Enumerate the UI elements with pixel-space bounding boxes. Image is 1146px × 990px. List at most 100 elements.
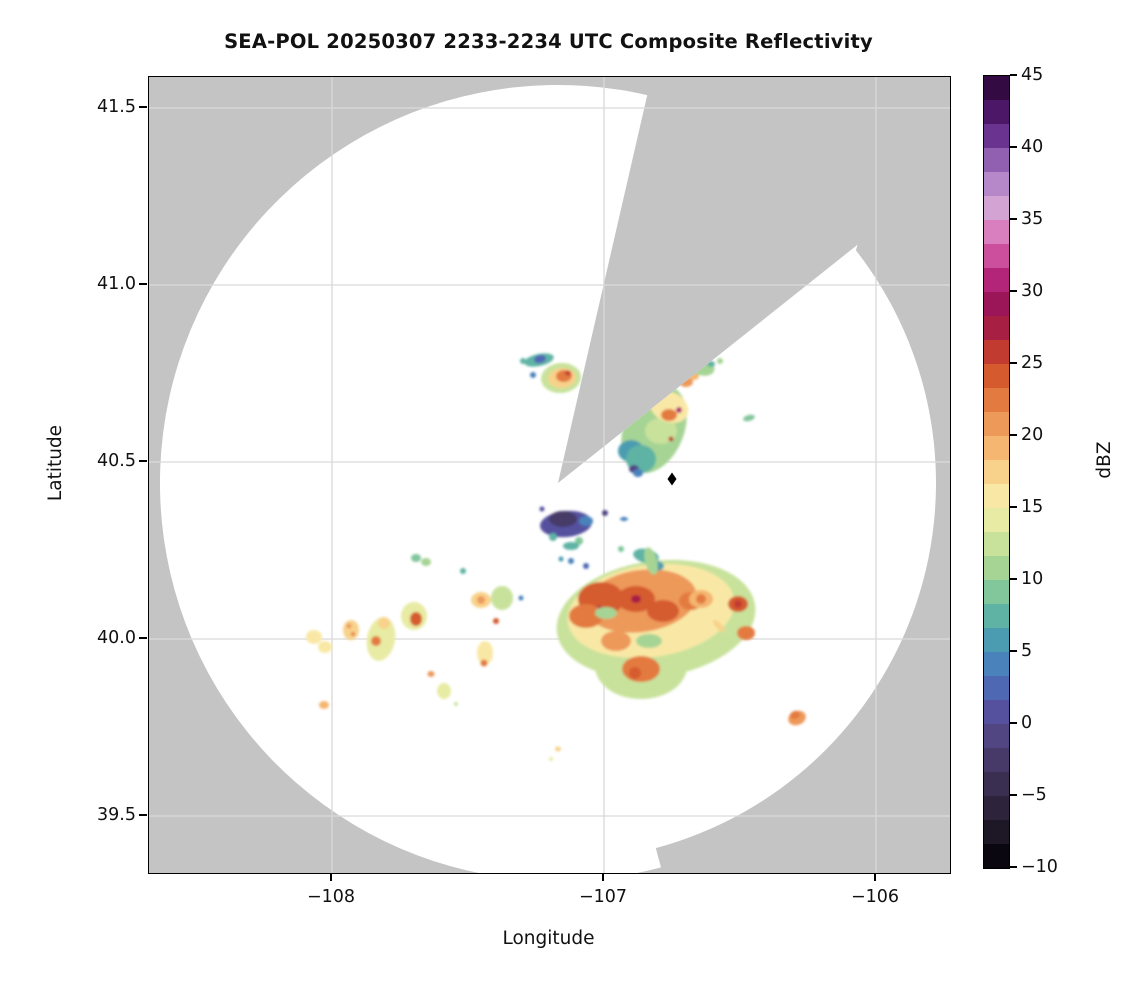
colorbar-segment xyxy=(984,580,1009,604)
reflectivity-blob xyxy=(306,630,322,644)
y-tick-mark xyxy=(139,637,147,639)
colorbar-segment xyxy=(984,700,1009,724)
colorbar-segment xyxy=(984,460,1009,484)
colorbar-segment xyxy=(984,388,1009,412)
y-tick-label: 39.5 xyxy=(97,805,136,825)
reflectivity-blob xyxy=(427,671,435,677)
reflectivity-blob xyxy=(555,746,561,752)
reflectivity-blob xyxy=(687,356,715,376)
colorbar-tick-label: 20 xyxy=(1021,425,1044,445)
colorbar-segment xyxy=(984,604,1009,628)
colorbar-tick-label: 5 xyxy=(1021,641,1033,661)
colorbar-segment xyxy=(984,340,1009,364)
reflectivity-blob xyxy=(530,372,536,378)
colorbar-tick-label: 25 xyxy=(1021,353,1044,373)
reflectivity-blob xyxy=(520,358,526,364)
colorbar-segment xyxy=(984,316,1009,340)
x-axis-label: Longitude xyxy=(502,928,595,949)
colorbar-segment xyxy=(984,532,1009,556)
colorbar-segment xyxy=(984,436,1009,460)
colorbar-segment xyxy=(984,796,1009,820)
colorbar-tick-label: 10 xyxy=(1021,569,1044,589)
reflectivity-blob xyxy=(661,409,677,421)
colorbar-segment xyxy=(984,244,1009,268)
colorbar-tick-label: 45 xyxy=(1021,65,1044,85)
reflectivity-blob xyxy=(696,594,706,604)
colorbar-segment xyxy=(984,196,1009,220)
site-marker-diamond xyxy=(667,472,677,486)
colorbar-tick-mark xyxy=(1010,218,1017,220)
reflectivity-blob xyxy=(620,517,628,521)
reflectivity-blob xyxy=(668,436,674,442)
reflectivity-blob xyxy=(743,414,755,422)
x-tick-label: −106 xyxy=(850,887,900,907)
reflectivity-blob xyxy=(636,634,662,648)
reflectivity-blob xyxy=(491,586,513,610)
radar-ppi-image xyxy=(149,77,950,873)
reflectivity-blob xyxy=(644,547,658,575)
reflectivity-blob xyxy=(378,617,390,629)
reflectivity-blob xyxy=(575,537,583,545)
reflectivity-blob xyxy=(518,595,524,601)
colorbar-tick-mark xyxy=(1010,866,1017,868)
reflectivity-blob xyxy=(707,361,715,367)
colorbar-tick-mark xyxy=(1010,650,1017,652)
colorbar-tick-mark xyxy=(1010,578,1017,580)
colorbar-tick-label: 40 xyxy=(1021,137,1044,157)
colorbar-segment xyxy=(984,148,1009,172)
reflectivity-blob xyxy=(717,358,723,364)
gridlines xyxy=(149,77,950,873)
reflectivity-blob xyxy=(351,632,355,636)
reflectivity-blob xyxy=(622,656,660,682)
reflectivity-blob xyxy=(480,659,488,667)
x-tick-label: −108 xyxy=(306,887,356,907)
colorbar-segment xyxy=(984,628,1009,652)
reflectivity-blob xyxy=(647,600,679,622)
colorbar-segment xyxy=(984,724,1009,748)
colorbar-segment xyxy=(984,820,1009,844)
reflectivity-blob xyxy=(318,641,332,653)
reflectivity-blob xyxy=(676,407,682,413)
colorbar-segment xyxy=(984,292,1009,316)
reflectivity-blob xyxy=(460,568,466,574)
colorbar-label: dBZ xyxy=(1094,441,1115,479)
reflectivity-blob xyxy=(631,595,641,603)
reflectivity-blob xyxy=(595,607,617,619)
reflectivity-blob xyxy=(629,667,641,679)
colorbar-segment xyxy=(984,652,1009,676)
x-tick-label: −107 xyxy=(578,887,628,907)
colorbar-segment xyxy=(984,172,1009,196)
y-tick-mark xyxy=(139,283,147,285)
reflectivity-blob xyxy=(712,619,726,633)
reflectivity-blob xyxy=(601,631,631,651)
reflectivity-blob xyxy=(371,636,381,646)
colorbar-tick-mark xyxy=(1010,506,1017,508)
x-tick-mark xyxy=(330,873,332,881)
y-tick-label: 40.0 xyxy=(97,628,136,648)
x-tick-mark xyxy=(602,873,604,881)
reflectivity-blob xyxy=(583,563,589,569)
colorbar-tick-mark xyxy=(1010,722,1017,724)
colorbar-tick-mark xyxy=(1010,146,1017,148)
reflectivity-field xyxy=(306,353,806,761)
reflectivity-blob xyxy=(477,641,493,665)
colorbar-tick-mark xyxy=(1010,434,1017,436)
colorbar-segment xyxy=(984,412,1009,436)
reflectivity-blob xyxy=(568,558,574,564)
colorbar-tick-mark xyxy=(1010,362,1017,364)
colorbar-segment xyxy=(984,484,1009,508)
colorbar-tick-mark xyxy=(1010,794,1017,796)
reflectivity-blob xyxy=(549,757,553,761)
figure-title: SEA-POL 20250307 2233-2234 UTC Composite… xyxy=(224,30,873,53)
x-tick-mark xyxy=(874,873,876,881)
colorbar-segment xyxy=(984,844,1009,868)
reflectivity-blob xyxy=(563,542,579,550)
colorbar-segment xyxy=(984,556,1009,580)
reflectivity-blob xyxy=(734,600,742,608)
y-tick-mark xyxy=(139,814,147,816)
colorbar-tick-label: 30 xyxy=(1021,281,1044,301)
colorbar-segment xyxy=(984,676,1009,700)
colorbar-tick-label: 0 xyxy=(1021,713,1033,733)
reflectivity-blob xyxy=(343,620,359,640)
